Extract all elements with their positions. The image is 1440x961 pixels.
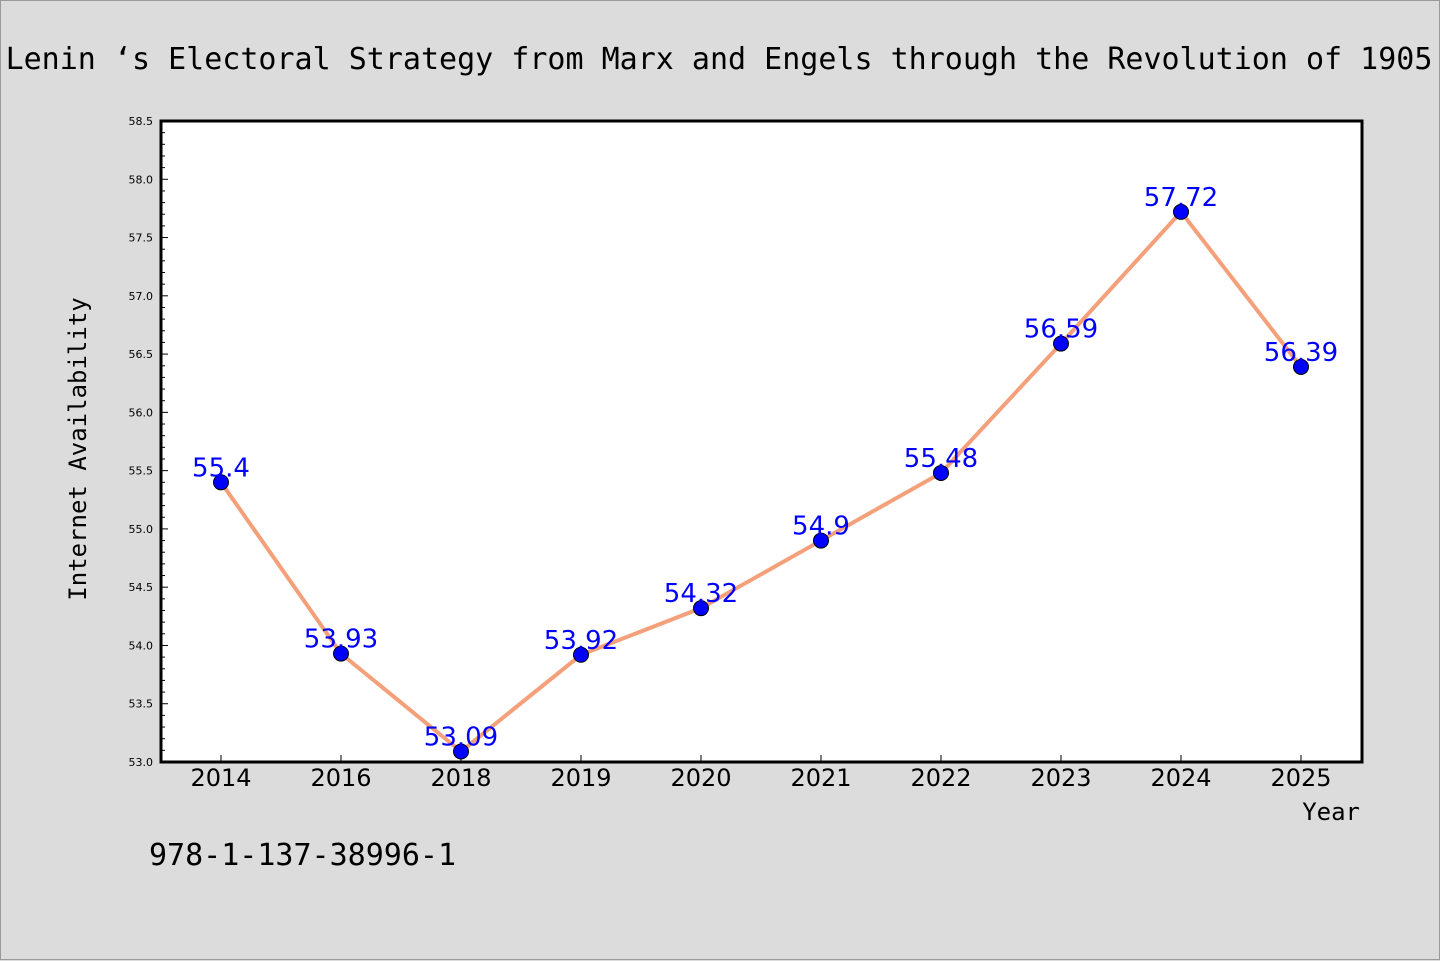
x-axis: 2014 2016 2018 2019 2020 2021 2022 2023 2024 2025 <box>190 755 1332 792</box>
x-tick-label: 2016 <box>310 764 371 792</box>
x-tick-label: 2019 <box>550 764 611 792</box>
data-label: 53.92 <box>544 626 618 656</box>
data-point <box>213 474 229 491</box>
data-point <box>573 646 589 663</box>
y-tick-label: 54.5 <box>129 581 154 594</box>
data-point <box>933 464 949 481</box>
data-point <box>1293 358 1309 375</box>
data-point <box>693 600 709 617</box>
data-label: 57.72 <box>1144 183 1218 213</box>
y-axis-label: Internet Availability <box>64 297 92 600</box>
x-tick-label: 2024 <box>1150 764 1211 792</box>
y-tick-label: 55.0 <box>129 523 154 536</box>
data-label: 53.09 <box>424 723 498 753</box>
y-tick-label: 55.5 <box>129 465 154 478</box>
data-point <box>453 743 469 760</box>
data-label: 54.9 <box>792 512 850 542</box>
x-tick-label: 2021 <box>790 764 851 792</box>
series-line-group <box>219 209 1303 754</box>
data-point <box>813 532 829 549</box>
data-label: 56.39 <box>1264 338 1338 368</box>
data-label: 55.4 <box>192 453 250 483</box>
y-tick-label: 56.0 <box>129 406 154 419</box>
y-tick-label: 57.0 <box>129 290 154 303</box>
data-point-group <box>213 203 1309 760</box>
data-label-group: 55.4 53.93 53.09 53.92 54.32 54.9 55.48 56.59 57… <box>192 183 1338 753</box>
series-line <box>219 209 1303 754</box>
data-label: 55.48 <box>904 444 978 474</box>
x-tick-label: 2022 <box>910 764 971 792</box>
x-tick-label: 2025 <box>1270 764 1331 792</box>
y-axis: 53.0 53.5 54.0 54.5 55.0 55.5 56.0 56.5 57.0 57.5… <box>129 115 168 769</box>
x-tick-label: 2023 <box>1030 764 1091 792</box>
plot-area <box>159 119 1364 764</box>
data-point <box>1173 203 1189 220</box>
data-label: 54.32 <box>664 579 738 609</box>
chart-title: Lenin ‘s Electoral Strategy from Marx an… <box>6 42 1433 77</box>
y-tick-label: 57.5 <box>129 232 154 245</box>
y-tick-label: 58.0 <box>129 173 154 186</box>
x-axis-label: Year <box>1302 798 1360 826</box>
x-tick-label: 2018 <box>430 764 491 792</box>
x-tick-label: 2014 <box>190 764 251 792</box>
y-tick-label: 56.5 <box>129 348 154 361</box>
data-point <box>1053 335 1069 352</box>
y-tick-label: 58.5 <box>129 115 154 128</box>
x-tick-label: 2020 <box>670 764 731 792</box>
data-label: 53.93 <box>304 625 378 655</box>
data-point <box>333 645 349 662</box>
y-tick-label: 53.5 <box>129 698 154 711</box>
y-tick-label: 54.0 <box>129 639 154 652</box>
y-tick-label: 53.0 <box>129 756 154 769</box>
isbn-text: 978-1-137-38996-1 <box>149 838 456 873</box>
data-label: 56.59 <box>1024 315 1098 345</box>
